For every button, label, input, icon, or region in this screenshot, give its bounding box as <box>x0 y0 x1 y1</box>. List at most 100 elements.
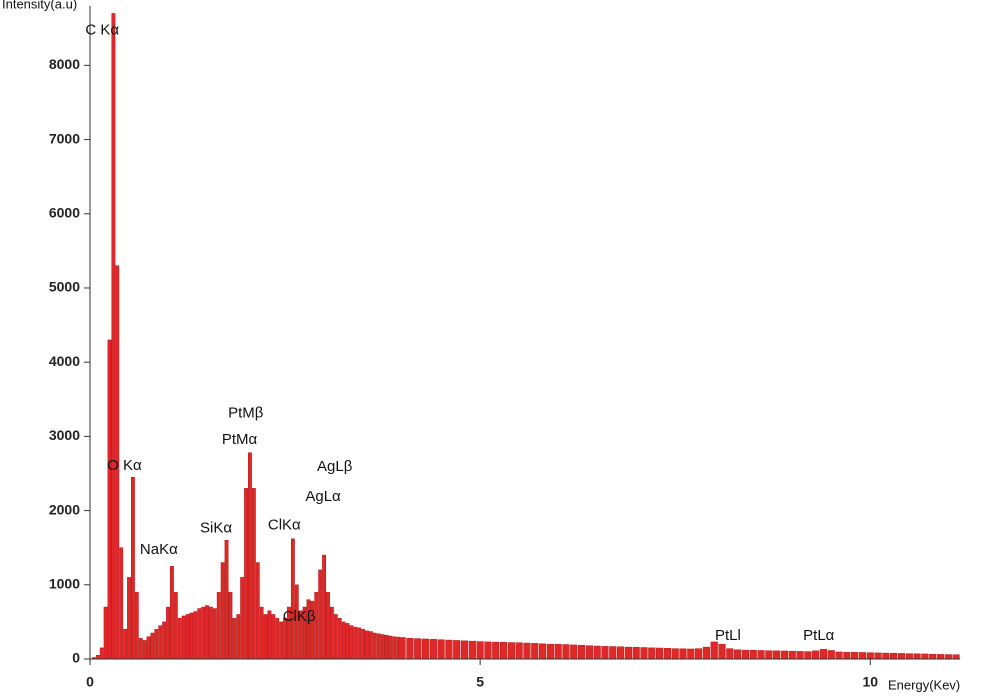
bar <box>617 646 625 660</box>
bar <box>107 339 112 660</box>
bar <box>341 621 346 660</box>
bar <box>248 452 252 660</box>
peak-label: O Kα <box>107 457 142 474</box>
bar <box>890 652 898 660</box>
bar <box>255 562 260 660</box>
bar <box>929 653 937 660</box>
x-tick-label: 10 <box>862 674 878 690</box>
peak-label: AgLα <box>305 488 341 505</box>
peak-label: AgLβ <box>317 458 353 475</box>
bar <box>726 648 734 660</box>
peak-label: SiKα <box>200 519 232 536</box>
bar <box>388 635 393 660</box>
bar <box>936 654 945 660</box>
bar <box>531 643 539 660</box>
bar <box>710 641 718 660</box>
bar <box>944 654 952 660</box>
bar <box>609 646 617 660</box>
bar <box>170 565 174 660</box>
bar <box>150 632 155 660</box>
bar <box>765 650 773 660</box>
bar <box>484 641 492 660</box>
bar <box>216 591 221 660</box>
bar <box>244 488 248 660</box>
bar <box>349 625 354 660</box>
bar <box>232 617 237 660</box>
bar <box>259 606 264 660</box>
bar <box>166 606 170 660</box>
bar <box>827 650 835 660</box>
y-tick-label: 3000 <box>49 427 80 443</box>
bar <box>322 554 326 660</box>
bar <box>201 606 206 660</box>
bar <box>663 647 671 660</box>
bar <box>718 643 726 660</box>
bar <box>515 642 523 660</box>
bar <box>173 591 178 660</box>
bar <box>205 605 209 660</box>
bar <box>345 623 350 660</box>
bar <box>741 649 749 660</box>
y-tick-label: 5000 <box>49 279 80 295</box>
bar <box>131 476 135 660</box>
y-tick-label: 0 <box>72 650 80 666</box>
bar <box>734 649 742 660</box>
bar <box>212 608 217 660</box>
bar <box>632 647 640 660</box>
bar <box>365 630 369 660</box>
bar <box>492 641 500 660</box>
bar <box>177 617 182 660</box>
bar <box>236 614 241 660</box>
y-tick-label: 7000 <box>49 130 80 146</box>
bar <box>796 651 804 660</box>
bar <box>314 591 319 660</box>
bar <box>687 648 695 660</box>
bar <box>445 639 453 660</box>
bar <box>585 645 593 660</box>
bar <box>507 642 515 660</box>
bar <box>780 650 789 660</box>
bar <box>679 648 687 660</box>
bar <box>773 650 781 660</box>
bar <box>146 636 151 660</box>
bar <box>326 591 330 660</box>
bar <box>648 647 656 660</box>
bar <box>499 642 508 660</box>
bar <box>921 653 929 660</box>
bar <box>749 649 757 660</box>
bar <box>460 640 469 660</box>
bar <box>835 651 843 660</box>
bar <box>843 651 851 660</box>
bar <box>858 652 867 660</box>
y-tick-label: 8000 <box>49 56 80 72</box>
y-tick-label: 6000 <box>49 204 80 220</box>
peak-label: ClKβ <box>283 608 316 625</box>
bar <box>476 641 484 660</box>
bar <box>337 617 342 660</box>
bar <box>656 647 664 660</box>
bar <box>127 577 131 660</box>
bar <box>421 638 430 660</box>
bar <box>162 621 167 660</box>
bar <box>119 547 124 660</box>
bar <box>429 639 437 660</box>
peak-label: C Kα <box>85 21 119 38</box>
bar <box>874 652 882 660</box>
bar <box>372 632 377 660</box>
bar <box>593 645 601 660</box>
bar <box>329 606 334 660</box>
bar <box>333 614 338 660</box>
bar <box>95 655 100 660</box>
bar <box>123 629 128 660</box>
x-axis-label: Energy(Kev) <box>888 677 960 692</box>
peak-label: PtMβ <box>228 404 264 421</box>
bar <box>819 649 828 660</box>
peak-label: PtMα <box>222 431 258 448</box>
bar <box>468 640 476 660</box>
bar <box>240 577 245 660</box>
x-tick-label: 5 <box>476 674 484 690</box>
bar <box>437 639 445 660</box>
bar <box>263 614 268 660</box>
bar <box>220 562 225 660</box>
